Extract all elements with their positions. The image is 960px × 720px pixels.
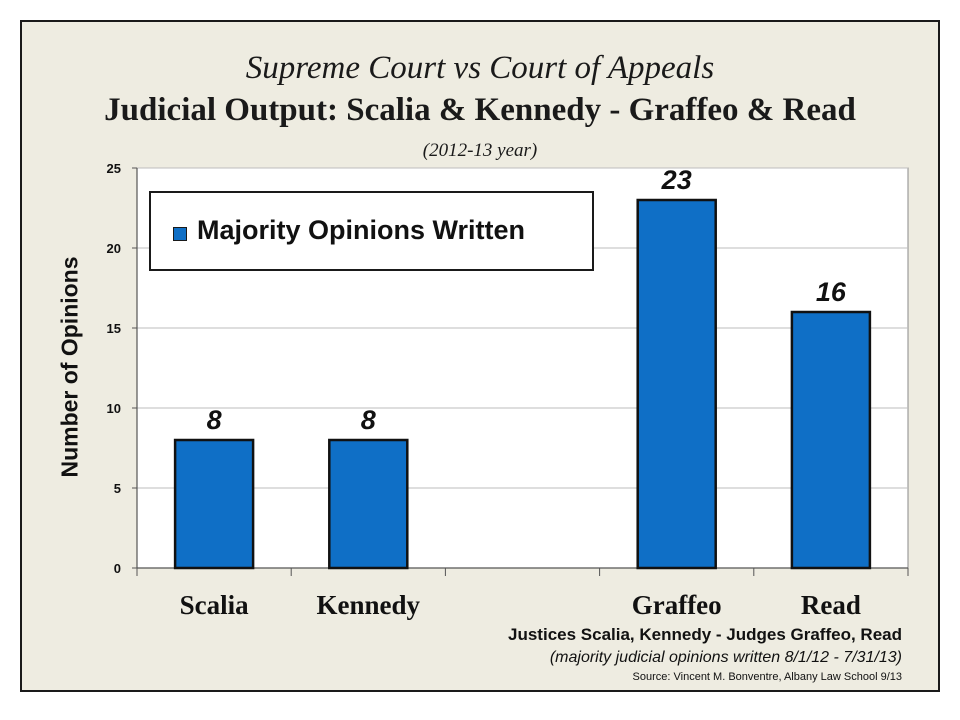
legend: Majority Opinions Written	[149, 191, 594, 271]
y-tick-label: 5	[114, 481, 121, 496]
y-tick-label: 20	[107, 241, 121, 256]
x-category-label: Kennedy	[317, 590, 421, 620]
data-label: 16	[816, 277, 847, 307]
footnote-date-range: (majority judicial opinions written 8/1/…	[549, 649, 902, 666]
y-axis-label: Number of Opinions	[56, 256, 83, 478]
x-category-label: Graffeo	[632, 590, 722, 620]
bar	[636, 198, 717, 570]
legend-label: Majority Opinions Written	[197, 215, 526, 245]
data-label: 8	[361, 405, 376, 435]
bar	[790, 310, 872, 570]
chart-title: Supreme Court vs Court of Appeals	[245, 50, 715, 86]
data-label: 8	[207, 405, 222, 435]
x-category-label: Read	[801, 590, 861, 620]
data-label: 23	[661, 165, 692, 195]
y-tick-label: 25	[107, 161, 121, 176]
legend-swatch	[173, 227, 187, 241]
y-tick-label: 0	[114, 561, 121, 576]
chart-year: (2012-13 year)	[422, 140, 538, 161]
bar	[173, 438, 255, 570]
chart-subtitle: Judicial Output: Scalia & Kennedy - Graf…	[104, 92, 856, 128]
y-tick-label: 10	[107, 401, 121, 416]
bar	[328, 438, 409, 570]
x-category-label: Scalia	[180, 590, 250, 620]
source-note: Source: Vincent M. Bonventre, Albany Law…	[632, 671, 902, 683]
y-tick-label: 15	[107, 321, 121, 336]
footnote-justices: Justices Scalia, Kennedy - Judges Graffe…	[508, 625, 902, 644]
